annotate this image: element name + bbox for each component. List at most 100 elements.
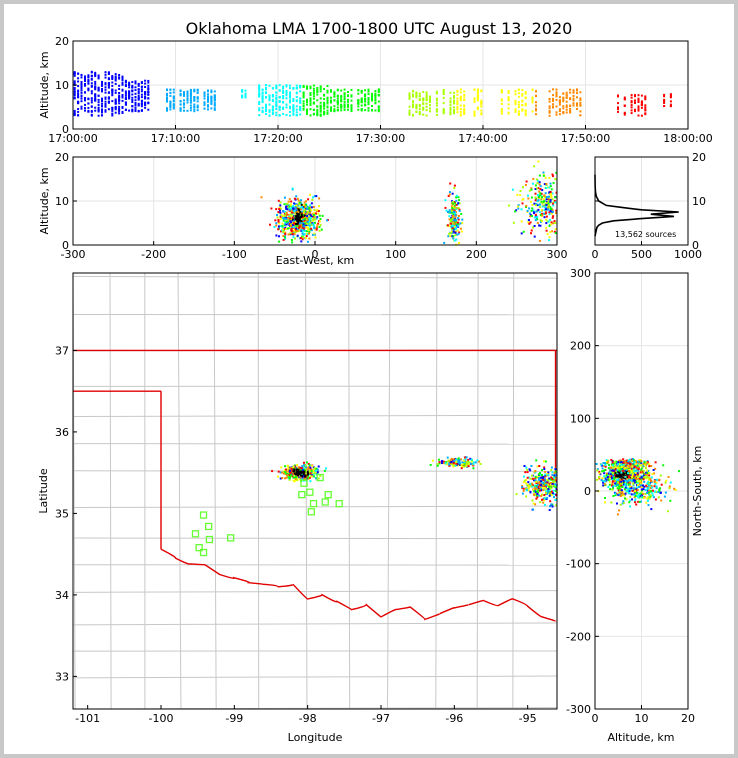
time-height-source [336, 89, 339, 92]
time-height-source [271, 108, 274, 111]
time-height-source [90, 113, 93, 116]
map-source [553, 493, 556, 496]
east-west-source [549, 185, 552, 188]
time-height-source [576, 102, 578, 105]
north-south-source [604, 501, 606, 504]
east-west-source [548, 206, 551, 209]
east-west-source [310, 206, 313, 209]
time-height-source [422, 108, 425, 111]
time-height-source [289, 87, 291, 90]
time-height-source [500, 89, 503, 92]
lma-figure: Oklahoma LMA 1700-1800 UTC August 13, 20… [37, 19, 713, 744]
north-south-source [603, 472, 606, 475]
time-height-source [442, 112, 445, 115]
time-height-source [562, 98, 565, 101]
map-source [539, 482, 542, 485]
north-south-source [631, 498, 633, 501]
time-height-source [107, 108, 110, 111]
time-height-source [90, 78, 93, 81]
north-south-source [632, 459, 635, 462]
time-height-source [80, 91, 83, 94]
east-west-source [301, 228, 304, 231]
east-west-source [447, 195, 450, 197]
map-source [317, 465, 320, 468]
east-west-source [458, 242, 460, 244]
north-south-source [627, 470, 630, 472]
map-source [271, 470, 274, 473]
map-source [454, 464, 457, 467]
east-west-source [453, 209, 456, 211]
time-height-source [669, 93, 672, 96]
east-west-source [517, 207, 520, 210]
time-height-source [131, 99, 134, 101]
time-height-source [531, 99, 534, 102]
east-west-source [291, 223, 294, 226]
time-height-source [507, 103, 510, 106]
time-height-source [617, 106, 619, 109]
north-south-core-source [614, 472, 617, 475]
map-source [529, 477, 532, 480]
time-height-source [282, 95, 285, 98]
east-west-source [306, 240, 309, 243]
east-west-source [282, 238, 285, 241]
north-south-source [615, 492, 618, 495]
map-source [542, 501, 545, 504]
north-south-source [657, 491, 660, 493]
east-west-source [443, 241, 446, 244]
east-west-source [294, 237, 296, 240]
time-height-source [121, 110, 124, 113]
map-xtick-label: -100 [149, 712, 174, 725]
time-height-source [323, 103, 326, 106]
time-height-source [663, 99, 666, 102]
time-height-source [77, 110, 80, 113]
time-height-source [302, 95, 305, 98]
east-west-source [293, 226, 296, 229]
time-height-source [343, 97, 346, 100]
east-west-source [554, 196, 557, 199]
time-height-source [292, 104, 295, 107]
time-height-source [408, 105, 411, 108]
north-south-source [628, 477, 631, 479]
north-south-source [612, 474, 615, 477]
north-south-source [635, 460, 637, 463]
time-height-source [147, 91, 150, 93]
time-height-source [179, 109, 182, 112]
time-height-source [183, 103, 185, 106]
north-south-source [628, 466, 631, 469]
east-west-source [288, 207, 291, 210]
map-source [527, 481, 530, 484]
north-south-source [648, 494, 651, 496]
map-source [547, 479, 550, 482]
time-height-source [172, 95, 175, 98]
north-south-source [623, 460, 626, 463]
east-west-source [452, 219, 455, 222]
map-source [541, 469, 543, 472]
north-south-source [636, 491, 639, 494]
map-source [285, 476, 288, 479]
time-height-source [196, 104, 199, 107]
north-south-source [614, 484, 617, 487]
time-height-source [422, 103, 425, 106]
east-west-source [530, 187, 533, 190]
north-south-source [637, 477, 639, 479]
north-south-source [624, 469, 627, 472]
time-height-source [77, 96, 80, 99]
time-height-source [371, 97, 373, 100]
lma-station-marker [307, 508, 315, 516]
time-height-source [111, 75, 114, 78]
time-height-source [507, 96, 510, 99]
east-west-source [532, 211, 535, 214]
time-height-source [101, 111, 103, 114]
time-height-source [77, 92, 80, 95]
east-west-source [319, 218, 322, 220]
time-height-source [121, 95, 124, 97]
north-south-source [632, 484, 635, 487]
east-west-source [277, 199, 280, 202]
time-height-source [131, 84, 134, 87]
time-height-source [80, 85, 83, 88]
lma-station-marker [300, 479, 308, 487]
map-source [537, 485, 540, 488]
map-source [292, 468, 295, 471]
time-height-source [555, 95, 558, 98]
east-west-source [312, 212, 315, 215]
